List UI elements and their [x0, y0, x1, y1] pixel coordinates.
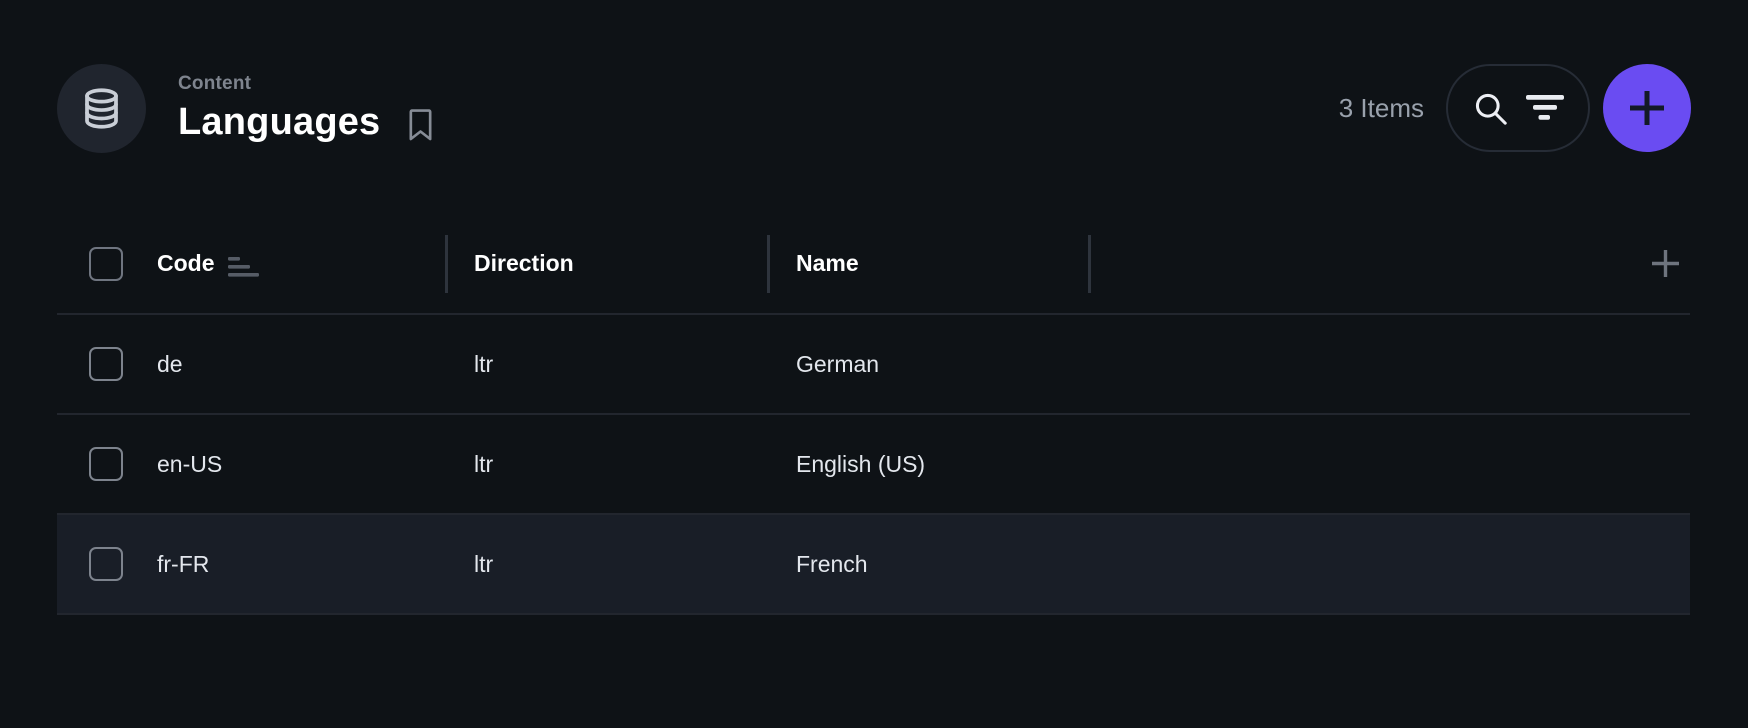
page-title: Languages	[178, 100, 381, 143]
row-checkbox[interactable]	[89, 347, 123, 381]
table-row[interactable]: en-US ltr English (US)	[57, 415, 1690, 515]
plus-icon	[1627, 88, 1667, 128]
table-row[interactable]: fr-FR ltr French	[57, 515, 1690, 615]
select-all-checkbox[interactable]	[89, 246, 123, 281]
cell-code: fr-FR	[157, 550, 210, 577]
search-filter-pill	[1446, 64, 1590, 152]
add-field-button[interactable]	[1651, 249, 1680, 278]
add-item-button[interactable]	[1603, 64, 1691, 152]
row-checkbox[interactable]	[89, 547, 123, 581]
column-header-direction[interactable]: Direction	[445, 250, 767, 277]
cell-name: German	[796, 350, 880, 377]
column-header-code[interactable]: Code	[157, 249, 445, 278]
plus-icon	[1651, 249, 1680, 278]
bookmark-icon[interactable]	[406, 106, 435, 143]
cell-code: de	[157, 350, 183, 377]
cell-name: English (US)	[796, 450, 926, 477]
title-block: Content Languages	[178, 73, 435, 144]
table-row[interactable]: de ltr German	[57, 315, 1690, 415]
table-body: de ltr German en-US ltr	[57, 315, 1690, 615]
cell-direction: ltr	[474, 450, 494, 477]
breadcrumb[interactable]: Content	[178, 72, 252, 94]
header-actions: 3 Items	[1339, 64, 1691, 152]
column-header-spacer	[1088, 249, 1690, 278]
collection-icon-button[interactable]	[57, 63, 146, 153]
row-checkbox[interactable]	[89, 447, 123, 481]
cell-direction: ltr	[474, 550, 494, 577]
database-icon	[78, 85, 125, 132]
table-header-row: Code Direction Name	[57, 214, 1690, 315]
column-header-name[interactable]: Name	[767, 250, 1088, 277]
cell-name: French	[796, 550, 868, 577]
items-count: 3 Items	[1338, 92, 1424, 123]
cell-direction: ltr	[474, 350, 494, 377]
cell-code: en-US	[157, 450, 223, 477]
sort-ascending-icon[interactable]	[227, 257, 259, 278]
languages-table: Code Direction Name	[57, 214, 1690, 615]
filter-icon[interactable]	[1526, 95, 1564, 121]
page-header: Content Languages 3 Items	[57, 62, 1691, 154]
search-icon[interactable]	[1472, 90, 1509, 127]
